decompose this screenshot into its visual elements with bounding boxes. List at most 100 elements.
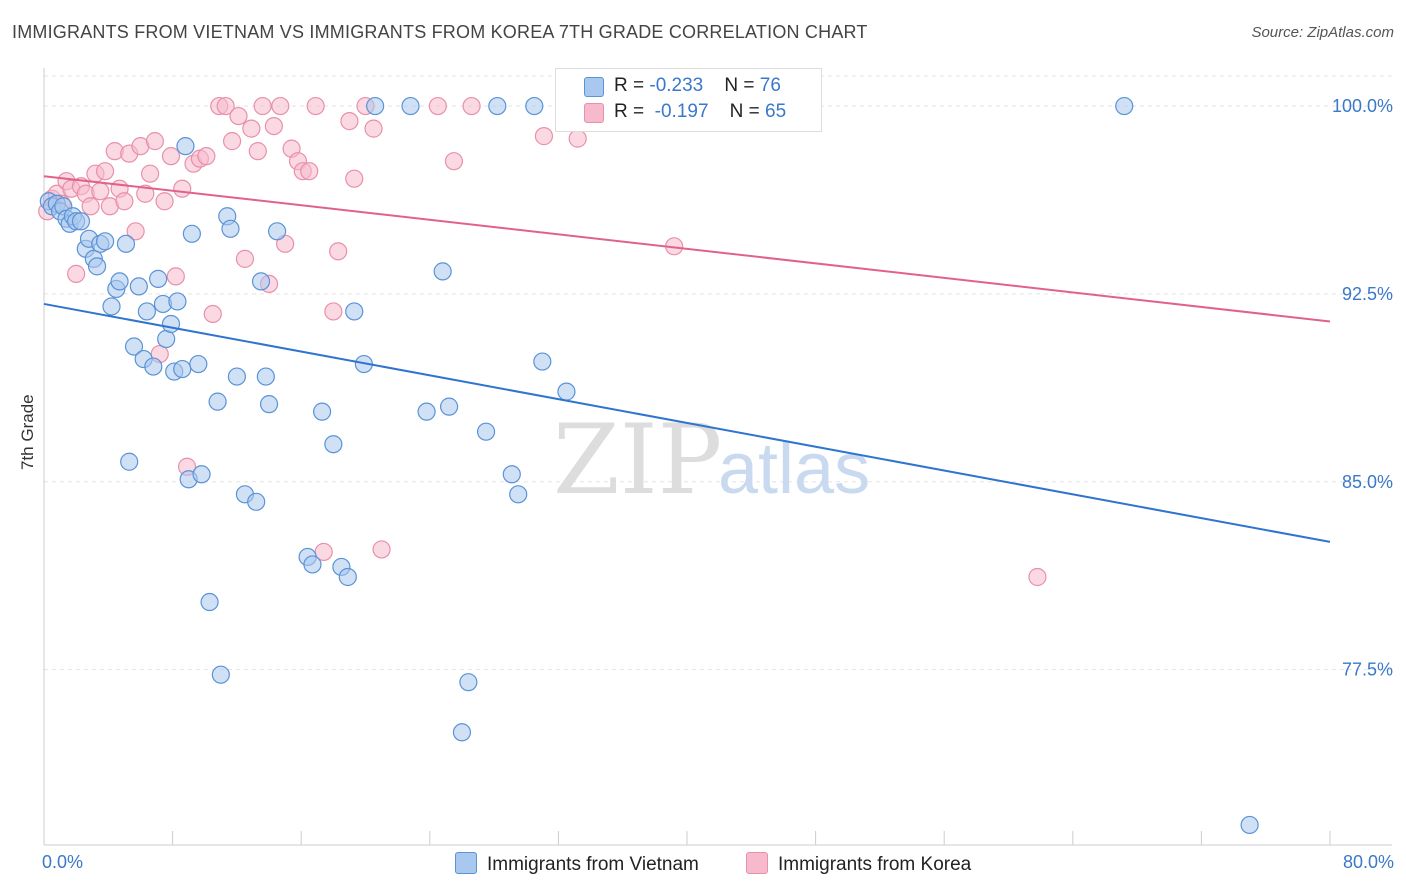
point-vietnam	[87, 257, 107, 276]
point-vietnam	[95, 232, 115, 251]
point-korea	[306, 96, 325, 116]
point-korea	[324, 302, 343, 321]
trend-line-vietnam	[43, 302, 1331, 543]
point-vietnam	[227, 367, 246, 386]
point-vietnam	[251, 272, 271, 291]
point-vietnam	[221, 219, 240, 238]
bottom-legend-korea: Immigrants from Korea	[746, 852, 971, 876]
point-vietnam	[110, 272, 129, 291]
point-korea	[248, 142, 267, 161]
point-vietnam	[459, 673, 478, 692]
point-vietnam	[366, 96, 385, 116]
point-korea	[136, 184, 155, 203]
legend-swatch-korea	[584, 103, 604, 123]
point-vietnam	[1115, 96, 1134, 116]
point-vietnam	[208, 392, 227, 411]
point-vietnam	[120, 452, 139, 471]
point-vietnam	[144, 357, 163, 376]
point-vietnam	[211, 665, 230, 684]
y-axis-label: 7th Grade	[18, 394, 37, 470]
legend-swatch-vietnam	[584, 77, 604, 97]
point-korea	[222, 132, 242, 151]
source-credit: Source: ZipAtlas.com	[1251, 24, 1394, 41]
point-korea	[568, 129, 587, 148]
point-vietnam	[182, 224, 201, 243]
point-korea	[161, 147, 181, 166]
point-korea	[340, 111, 359, 131]
point-korea	[95, 162, 115, 181]
point-vietnam	[157, 329, 176, 349]
point-vietnam	[488, 96, 507, 116]
point-vietnam	[502, 465, 521, 484]
point-vietnam	[259, 395, 279, 414]
point-vietnam	[401, 96, 420, 116]
watermark-atlas: atlas	[718, 429, 870, 509]
point-vietnam	[324, 435, 343, 454]
point-korea	[372, 540, 391, 559]
point-vietnam	[267, 222, 287, 241]
point-korea	[145, 132, 165, 151]
legend-n-value-korea: 65	[765, 101, 787, 122]
point-korea	[115, 192, 134, 211]
point-vietnam	[312, 402, 332, 421]
point-vietnam	[345, 302, 364, 321]
point-korea	[271, 96, 290, 116]
point-vietnam	[129, 277, 148, 296]
bottom-legend-label-korea: Immigrants from Korea	[778, 854, 972, 875]
point-korea	[444, 152, 464, 171]
point-vietnam	[338, 567, 357, 587]
point-vietnam	[256, 367, 275, 386]
bottom-legend-swatch-vietnam	[455, 852, 477, 874]
point-korea	[140, 164, 160, 183]
point-korea	[91, 182, 110, 201]
point-vietnam	[509, 485, 528, 504]
point-korea	[81, 197, 100, 216]
legend-r-value-korea: -0.197	[654, 101, 709, 122]
point-vietnam	[557, 382, 576, 401]
point-vietnam	[476, 422, 496, 441]
point-vietnam	[439, 397, 459, 416]
point-korea	[242, 119, 261, 138]
y-tick-label: 100.0%	[1332, 96, 1393, 116]
point-korea	[126, 222, 145, 241]
point-vietnam	[433, 262, 452, 281]
point-korea	[264, 116, 283, 136]
y-tick-label: 92.5%	[1342, 284, 1393, 304]
point-korea	[155, 192, 174, 211]
point-vietnam	[168, 292, 187, 311]
legend-n-label-korea: N =	[729, 101, 766, 122]
point-korea	[1028, 567, 1047, 587]
point-korea	[229, 106, 248, 126]
point-korea	[300, 162, 319, 181]
point-vietnam	[452, 723, 472, 742]
watermark-zip: ZIP	[553, 404, 722, 516]
point-vietnam	[102, 297, 121, 316]
point-korea	[364, 119, 383, 138]
chart-title: IMMIGRANTS FROM VIETNAM VS IMMIGRANTS FR…	[12, 22, 868, 42]
point-korea	[329, 242, 348, 261]
point-vietnam	[533, 352, 552, 371]
point-vietnam	[192, 465, 211, 484]
x-tick-label-min: 0.0%	[42, 852, 84, 872]
y-tick-label: 77.5%	[1342, 660, 1393, 680]
point-korea	[67, 264, 86, 283]
stats-legend: R = -0.233 N = 76 R = -0.197 N = 65	[555, 68, 822, 132]
legend-n-value-vietnam: 76	[759, 75, 781, 96]
point-vietnam	[417, 402, 436, 421]
point-korea	[173, 179, 192, 198]
point-vietnam	[161, 314, 181, 334]
point-vietnam	[137, 302, 156, 321]
legend-r-label-vietnam: R =	[614, 75, 650, 96]
point-vietnam	[200, 592, 219, 612]
point-vietnam	[303, 555, 322, 574]
point-vietnam	[116, 234, 136, 253]
trend-line-korea	[43, 175, 1331, 323]
point-vietnam	[176, 137, 195, 156]
point-korea	[345, 169, 364, 188]
legend-r-value-vietnam: -0.233	[649, 75, 704, 96]
bottom-legend-label-vietnam: Immigrants from Vietnam	[487, 854, 699, 875]
point-korea	[253, 96, 272, 116]
point-korea	[197, 147, 216, 166]
point-vietnam	[247, 492, 266, 511]
